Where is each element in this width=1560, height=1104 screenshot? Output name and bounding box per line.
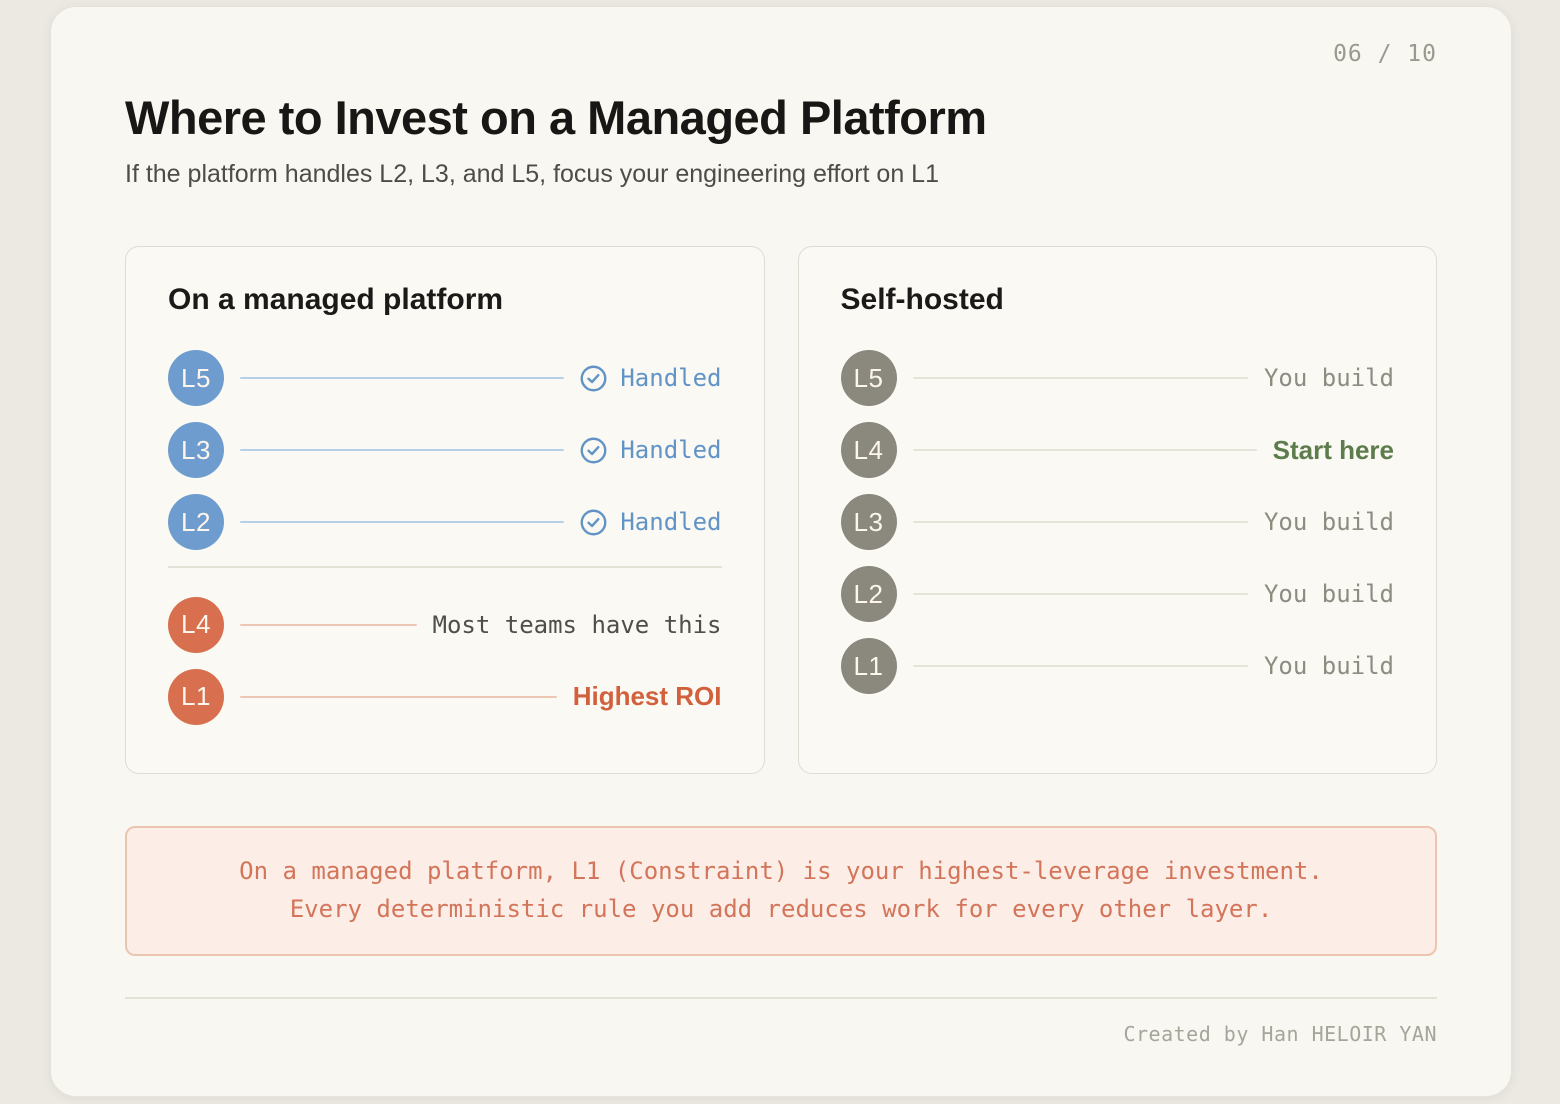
connector-line — [912, 593, 1248, 595]
callout-line-1: On a managed platform, L1 (Constraint) i… — [239, 857, 1323, 885]
connector-line — [912, 377, 1248, 379]
layer-row-l2: L2 Handled — [168, 494, 722, 550]
layer-row-l1: L1 You build — [840, 638, 1394, 694]
check-circle-icon — [580, 509, 607, 536]
connector-line — [912, 665, 1248, 667]
layer-badge-l3: L3 — [168, 422, 224, 478]
layer-status-text: You build — [1263, 364, 1394, 392]
page-title: Where to Invest on a Managed Platform — [125, 91, 987, 144]
panel-self-hosted-title: Self-hosted — [840, 283, 1004, 316]
panel-self-hosted-rows: L5 You build L4 Start here L3 You build L2 You … — [840, 350, 1394, 694]
layer-status-label: Most teams have this — [433, 611, 722, 639]
layer-badge-l2: L2 — [840, 566, 897, 622]
layer-status-text: Handled — [620, 508, 722, 536]
layer-status-label: Handled — [580, 364, 722, 392]
layer-row-l3: L3 You build — [840, 494, 1394, 550]
layer-status-text: Handled — [620, 364, 722, 392]
layer-badge-l4: L4 — [840, 422, 897, 478]
layer-status-text: Handled — [620, 436, 722, 464]
layer-row-l5: L5 Handled — [168, 350, 722, 406]
panel-managed-rows: L5 Handled L3 Handled L2 Handled L4 Most teams … — [168, 350, 722, 725]
check-circle-icon — [580, 365, 607, 392]
layer-status-text: You build — [1263, 652, 1394, 680]
layer-badge-l1: L1 — [840, 638, 897, 694]
layer-badge-l4: L4 — [168, 596, 224, 653]
connector-line — [240, 521, 565, 523]
page-subtitle: If the platform handles L2, L3, and L5, … — [125, 160, 939, 188]
page-counter: 06 / 10 — [1333, 41, 1437, 67]
layer-status-label: You build — [1264, 508, 1394, 536]
layer-status-text: You build — [1263, 580, 1394, 608]
panel-managed-platform: On a managed platform L5 Handled L3 Handled… — [125, 246, 765, 774]
layer-row-l5: L5 You build — [840, 350, 1394, 406]
layer-badge-l3: L3 — [840, 494, 897, 550]
comparison-panels: On a managed platform L5 Handled L3 Handled… — [125, 246, 1437, 774]
slide-card: 06 / 10 Where to Invest on a Managed Pla… — [50, 6, 1512, 1097]
layer-badge-l2: L2 — [168, 494, 224, 550]
panel-managed-title: On a managed platform — [168, 283, 504, 316]
connector-line — [240, 623, 417, 626]
layer-row-l2: L2 You build — [840, 566, 1394, 622]
layer-status-label: Handled — [580, 508, 722, 536]
connector-line — [912, 449, 1257, 451]
connector-line — [912, 521, 1248, 523]
layer-badge-l5: L5 — [840, 350, 897, 406]
callout-note: On a managed platform, L1 (Constraint) i… — [125, 826, 1437, 956]
layer-status-text: You build — [1263, 508, 1394, 536]
layer-status-label: Handled — [580, 436, 722, 464]
layer-status-label: You build — [1264, 364, 1394, 392]
connector-line — [240, 449, 565, 451]
connector-line — [240, 377, 565, 379]
panel-self-hosted: Self-hosted L5 You build L4 Start here L3 You… — [797, 246, 1437, 774]
layer-status-label: You build — [1264, 580, 1394, 608]
connector-line — [240, 695, 557, 698]
layer-row-l4: L4 Most teams have this — [168, 596, 722, 653]
layer-badge-l1: L1 — [168, 668, 224, 725]
footer-credit: Created by Han HELOIR YAN — [1123, 1021, 1437, 1046]
panel-group-divider — [168, 566, 722, 568]
check-circle-icon — [580, 437, 607, 464]
layer-status-text: Start here — [1272, 434, 1394, 465]
layer-badge-l5: L5 — [168, 350, 224, 406]
layer-status-text: Highest ROI — [572, 681, 722, 711]
layer-row-l4: L4 Start here — [840, 422, 1394, 478]
layer-row-l1: L1 Highest ROI — [168, 668, 722, 725]
layer-status-label: Start here — [1273, 435, 1394, 466]
layer-row-l3: L3 Handled — [168, 422, 722, 478]
callout-line-2: Every deterministic rule you add reduces… — [289, 895, 1273, 923]
footer-divider — [125, 997, 1437, 999]
layer-status-text: Most teams have this — [432, 610, 722, 639]
layer-status-label: Highest ROI — [573, 681, 722, 712]
layer-status-label: You build — [1264, 652, 1394, 680]
